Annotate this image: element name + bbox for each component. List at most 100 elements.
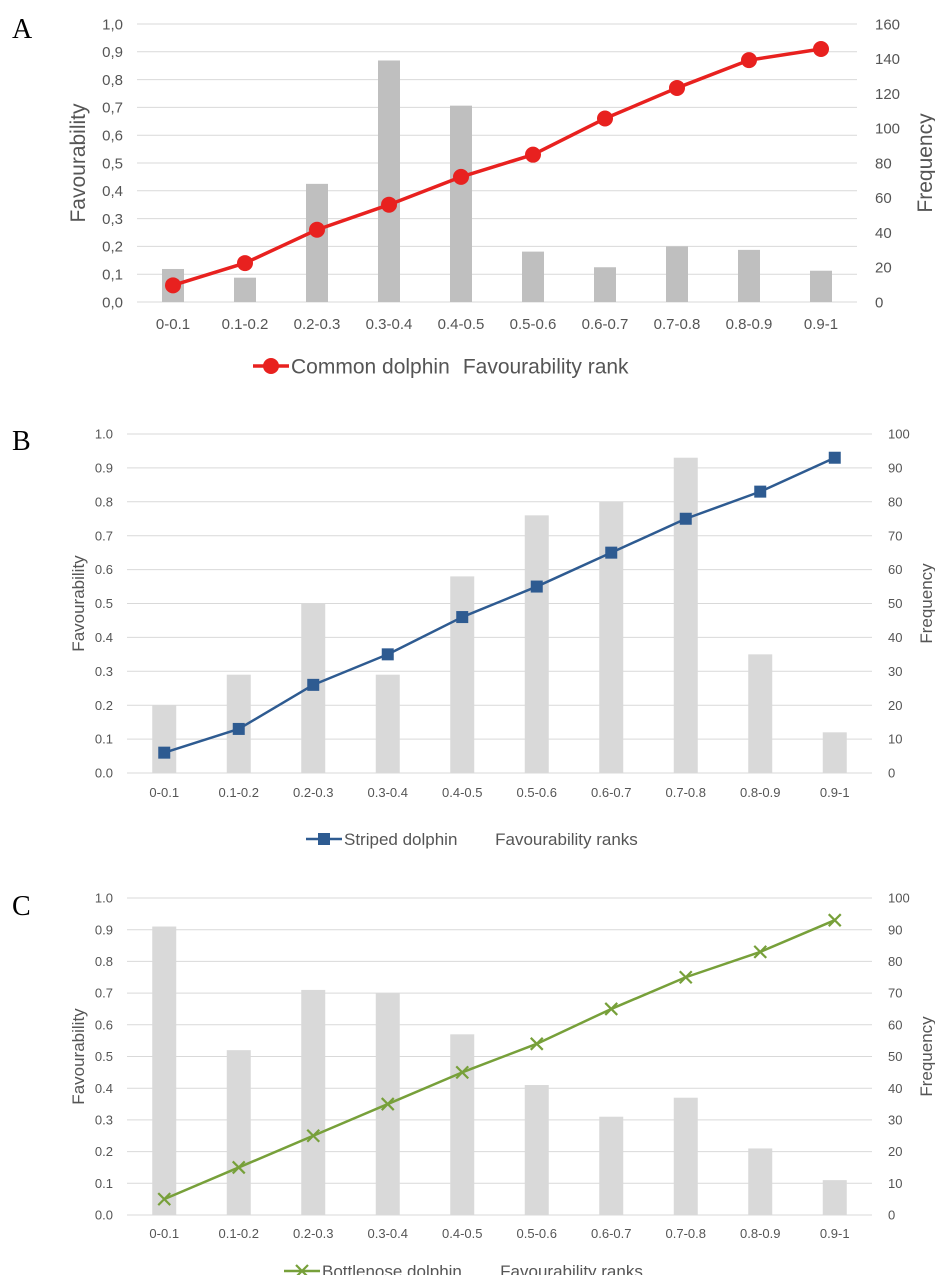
x-tick-label: 0.8-0.9	[726, 316, 773, 333]
panel-label: B	[12, 426, 31, 457]
y2-tick-label: 40	[888, 1081, 902, 1096]
legend-series-label: Striped dolphin	[344, 830, 457, 849]
y-tick-label: 0.1	[95, 732, 113, 747]
y-tick-label: 0,2	[102, 239, 123, 256]
legend-bar-label: Favourability ranks	[500, 1262, 643, 1275]
x-tick-label: 0.2-0.3	[293, 785, 333, 800]
y2-tick-label: 60	[888, 562, 902, 577]
x-stroke	[827, 913, 842, 927]
frequency-bar	[748, 654, 773, 773]
y2-tick-label: 60	[888, 1017, 902, 1032]
y-tick-label: 0,9	[102, 44, 123, 61]
frequency-bar	[673, 457, 698, 773]
y2-tick-label: 50	[888, 1049, 902, 1064]
y-tick-label: 1,0	[102, 16, 123, 33]
favourability-point	[165, 277, 181, 294]
y-tick-label: 0.2	[95, 698, 113, 713]
frequency-bar	[450, 576, 475, 773]
x-stroke	[296, 1264, 309, 1275]
y-tick-label: 0.6	[95, 1017, 113, 1032]
x-tick-label: 0.7-0.8	[666, 1226, 706, 1241]
y2-tick-label: 160	[875, 16, 900, 33]
frequency-bar	[378, 60, 400, 302]
y2-tick-label: 90	[888, 460, 902, 475]
favourability-line	[163, 456, 836, 754]
y2-axis-title: Frequency	[917, 563, 935, 644]
chart-c-svg: C 0.0 0.1 0.2 0.3 0.4 0.5 0.6 0.7 0.8 0.9 1.0 0 10 20 3…	[12, 891, 935, 1275]
legend-series-label: Common dolphin	[291, 355, 450, 378]
x-tick-label: 0.8-0.9	[740, 785, 780, 800]
y-tick-label: 0.6	[95, 562, 113, 577]
legend-marker-swatch	[295, 1264, 309, 1275]
y2-tick-label: 80	[888, 494, 902, 509]
favourability-point	[307, 678, 320, 691]
frequency-bar	[152, 926, 177, 1215]
frequency-bar	[301, 989, 326, 1215]
y2-tick-label: 20	[888, 698, 902, 713]
frequency-bar	[738, 249, 760, 302]
panel-label: C	[12, 891, 31, 922]
y2-tick-label: 20	[888, 1144, 902, 1159]
x-tick-label: 0.3-0.4	[368, 785, 408, 800]
y-tick-label: 0.4	[95, 630, 113, 645]
y2-tick-label: 0	[888, 1208, 895, 1223]
favourability-point	[605, 546, 618, 559]
favourability-point	[813, 41, 829, 58]
y-tick-label: 0.2	[95, 1144, 113, 1159]
y2-tick-label: 100	[888, 891, 910, 906]
y-axis-title: Favourability	[67, 103, 90, 223]
frequency-bar	[234, 277, 256, 302]
x-tick-label: 0.6-0.7	[591, 1226, 631, 1241]
legend-bar-label: Favourability rank	[463, 355, 629, 378]
favourability-point	[828, 451, 841, 464]
x-stroke	[231, 1160, 246, 1175]
x-tick-label: 0-0.1	[149, 1226, 179, 1241]
x-stroke	[753, 945, 768, 959]
frequency-bar	[673, 1097, 698, 1215]
y-tick-label: 0.9	[95, 922, 113, 937]
favourability-point	[827, 913, 842, 927]
x-tick-label: 0.5-0.6	[510, 316, 557, 333]
y-tick-label: 0,7	[102, 100, 123, 117]
x-tick-label: 0.4-0.5	[442, 785, 482, 800]
y-tick-label: 0,4	[102, 183, 123, 200]
chart-b-svg: B 0.0 0.1 0.2 0.3 0.4 0.5 0.6 0.7 0.8 0.9 1.0 0 10 20 3…	[12, 426, 935, 849]
frequency-bar	[599, 501, 624, 773]
y-tick-label: 0.0	[95, 766, 113, 781]
legend-bar-label: Favourability ranks	[495, 830, 638, 849]
chart-panel-c: C 0.0 0.1 0.2 0.3 0.4 0.5 0.6 0.7 0.8 0.9 1.0 0 10 20 3…	[0, 875, 935, 1275]
frequency-bar	[666, 246, 688, 302]
favourability-point	[456, 611, 469, 624]
y2-tick-label: 20	[875, 260, 892, 277]
favourability-point	[232, 722, 245, 735]
y-axis-title: Favourability	[69, 1008, 88, 1105]
favourability-point	[455, 1065, 470, 1080]
favourability-point	[597, 110, 613, 127]
frequency-bar	[226, 1050, 251, 1215]
y2-tick-label: 100	[875, 121, 900, 138]
y2-axis-title: Frequency	[917, 1016, 935, 1097]
favourability-point	[678, 970, 693, 985]
x-stroke	[529, 1037, 544, 1051]
legend-marker-swatch	[318, 833, 330, 845]
x-tick-label: 0.2-0.3	[293, 1226, 333, 1241]
x-tick-label: 0.1-0.2	[222, 316, 269, 333]
y2-tick-label: 40	[888, 630, 902, 645]
y2-tick-label: 70	[888, 986, 902, 1001]
y-tick-label: 0.4	[95, 1081, 113, 1096]
y2-tick-label: 10	[888, 732, 902, 747]
favourability-line	[163, 919, 836, 1201]
frequency-bar	[822, 1180, 847, 1215]
favourability-point	[453, 168, 469, 185]
x-stroke	[380, 1097, 395, 1111]
y-tick-label: 0.5	[95, 596, 113, 611]
x-stroke	[678, 970, 693, 985]
frequency-bar	[524, 515, 549, 773]
panel-label: A	[12, 14, 33, 45]
y2-tick-label: 30	[888, 1112, 902, 1127]
y2-tick-label: 70	[888, 528, 902, 543]
y-tick-label: 1.0	[95, 427, 113, 442]
favourability-point	[529, 1037, 544, 1051]
x-tick-label: 0.1-0.2	[219, 785, 259, 800]
chart-a-svg: A 0,0 0,1 0,2 0,3 0,4 0,5 0,6 0,7 0,8 0,9 1,0 0 20 40 6…	[12, 14, 935, 378]
